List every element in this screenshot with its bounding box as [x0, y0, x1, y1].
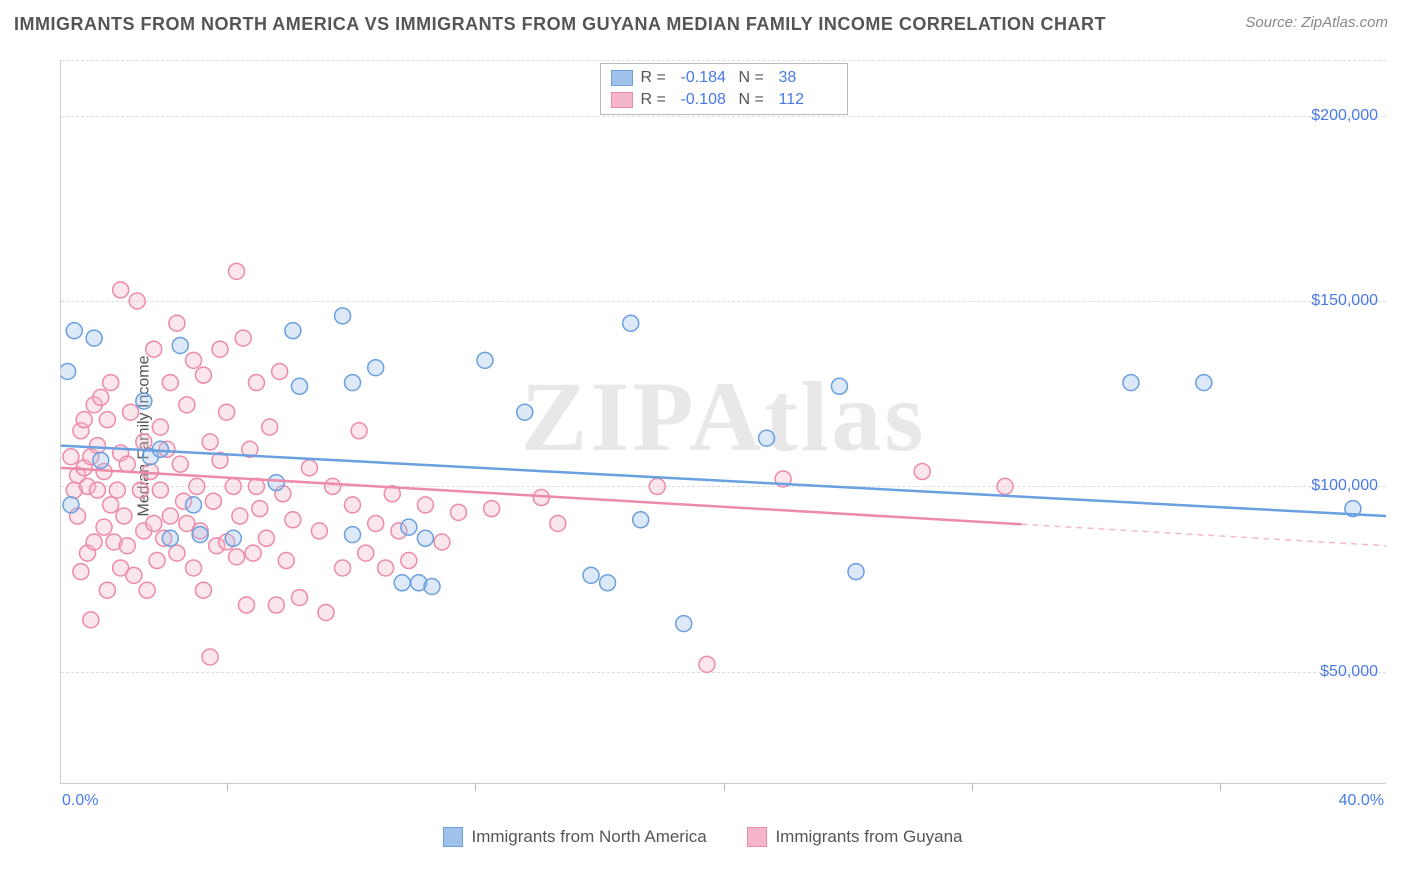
chart-area: Median Family Income ZIPAtlas R = -0.184…: [50, 60, 1396, 812]
plot-area: ZIPAtlas R = -0.184 N = 38 R = -0.108 N …: [60, 60, 1386, 784]
source-label: Source:: [1245, 14, 1297, 31]
x-axis-start-label: 0.0%: [62, 792, 98, 810]
correlation-legend: R = -0.184 N = 38 R = -0.108 N = 112: [600, 63, 848, 115]
n-value: 38: [779, 67, 837, 89]
n-label: N =: [739, 89, 779, 111]
chart-title: IMMIGRANTS FROM NORTH AMERICA VS IMMIGRA…: [14, 14, 1106, 35]
r-value: -0.108: [681, 89, 739, 111]
legend-row-series-1: R = -0.108 N = 112: [611, 89, 837, 111]
source-name: ZipAtlas.com: [1301, 14, 1388, 31]
chart-container: IMMIGRANTS FROM NORTH AMERICA VS IMMIGRA…: [0, 0, 1406, 892]
legend-item: Immigrants from North America: [443, 827, 706, 847]
legend-row-series-0: R = -0.184 N = 38: [611, 67, 837, 89]
legend-label: Immigrants from North America: [471, 827, 706, 847]
swatch-icon: [747, 827, 767, 847]
x-axis-end-label: 40.0%: [1339, 792, 1384, 810]
r-label: R =: [641, 67, 681, 89]
n-value: 112: [779, 89, 837, 111]
r-label: R =: [641, 89, 681, 111]
legend-label: Immigrants from Guyana: [775, 827, 962, 847]
source-attribution: Source: ZipAtlas.com: [1245, 14, 1388, 31]
scatter-svg: [61, 60, 1386, 783]
series-legend: Immigrants from North America Immigrants…: [0, 827, 1406, 852]
swatch-icon: [611, 92, 633, 108]
n-label: N =: [739, 67, 779, 89]
swatch-icon: [443, 827, 463, 847]
swatch-icon: [611, 70, 633, 86]
r-value: -0.184: [681, 67, 739, 89]
legend-item: Immigrants from Guyana: [747, 827, 962, 847]
